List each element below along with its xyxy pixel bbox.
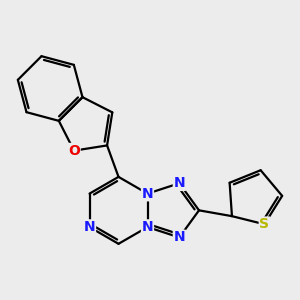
Text: N: N: [173, 230, 185, 244]
Text: N: N: [142, 187, 153, 201]
Text: N: N: [84, 220, 95, 234]
Text: N: N: [142, 220, 153, 234]
Text: O: O: [68, 144, 80, 158]
Text: S: S: [260, 217, 269, 231]
Text: N: N: [173, 176, 185, 190]
